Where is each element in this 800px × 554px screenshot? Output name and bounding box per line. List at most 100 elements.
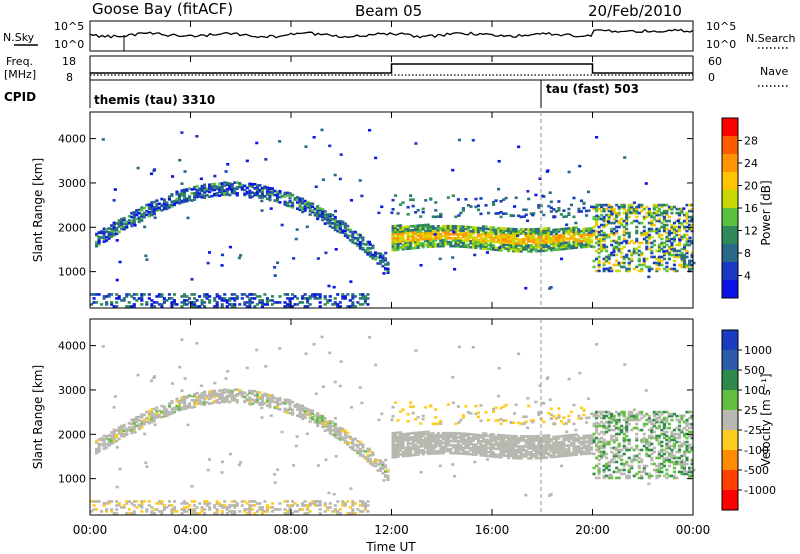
velocity-cell [685, 456, 689, 460]
velocity-cell [675, 460, 679, 464]
power-cell [278, 295, 282, 298]
power-cell [275, 261, 280, 265]
velocity-cell [210, 395, 214, 399]
power-cell [451, 194, 455, 198]
power-cell [416, 246, 420, 249]
power-cell [376, 262, 380, 265]
power-cell [265, 301, 269, 304]
power-cell [562, 245, 566, 249]
power-cell [655, 203, 659, 207]
velocity-cell [637, 452, 641, 456]
velocity-cell [486, 434, 491, 438]
velocity-cell [331, 429, 335, 432]
velocity-cell [258, 401, 262, 405]
power-cell [466, 239, 470, 243]
velocity-cell [534, 448, 538, 452]
velocity-cell [662, 458, 666, 462]
velocity-cell [537, 413, 541, 416]
power-cell [195, 193, 199, 197]
power-cell [469, 233, 473, 237]
power-cell [522, 228, 526, 231]
velocity-cell [479, 449, 483, 453]
velocity-cell [167, 504, 171, 507]
velocity-cell [600, 424, 604, 428]
power-cell [492, 228, 496, 231]
velocity-cell [687, 426, 692, 430]
power-cell [657, 257, 661, 261]
velocity-cell [687, 466, 692, 470]
velocity-cell [391, 435, 395, 439]
velocity-cell [351, 437, 355, 441]
velocity-cell [341, 429, 345, 433]
power-cell [333, 303, 337, 306]
power-cell [258, 299, 262, 302]
velocity-cell [436, 439, 440, 443]
power-cell [650, 241, 654, 245]
velocity-cell [579, 406, 584, 410]
velocity-cell [419, 433, 423, 436]
power-cell [662, 267, 666, 271]
velocity-cell [685, 440, 689, 444]
power-cell [577, 244, 581, 247]
power-cell [167, 293, 171, 296]
velocity-cell [600, 444, 604, 448]
power-cell [160, 203, 164, 207]
power-cell [627, 267, 631, 271]
power-cell [95, 234, 99, 237]
velocity-cell [602, 454, 606, 458]
power-cell [569, 228, 573, 232]
power-cell [582, 231, 586, 235]
power-cell [617, 205, 621, 209]
velocity-cell [394, 453, 398, 457]
power-cell [419, 263, 423, 267]
velocity-cell [180, 406, 184, 410]
velocity-cell [680, 472, 684, 476]
velocity-cell [642, 466, 646, 470]
power-cell [298, 197, 302, 201]
velocity-cell [117, 504, 121, 507]
velocity-cell [203, 500, 207, 503]
power-cell [672, 225, 677, 229]
velocity-cell [660, 440, 664, 444]
power-cell [640, 241, 644, 245]
velocity-cell [602, 444, 606, 448]
velocity-cell [620, 412, 624, 416]
velocity-cell [469, 448, 473, 452]
velocity-cell [539, 448, 543, 452]
power-cell [321, 210, 325, 214]
power-cell [682, 255, 687, 259]
velocity-cell [160, 512, 164, 515]
velocity-cell [429, 442, 433, 445]
velocity-cell [620, 424, 624, 428]
power-cell [220, 264, 224, 267]
velocity-cell [687, 468, 692, 472]
power-cell [133, 224, 137, 227]
velocity-cell [492, 445, 496, 448]
power-cell [557, 228, 561, 231]
velocity-cell [253, 504, 257, 507]
velocity-cell [564, 422, 568, 425]
velocity-cell [170, 401, 174, 404]
velocity-cell [524, 443, 528, 446]
power-cell [160, 197, 164, 201]
velocity-cell [476, 445, 481, 449]
velocity-cell [554, 449, 558, 452]
power-cell [190, 199, 194, 202]
velocity-cell [680, 414, 684, 418]
velocity-cell [484, 411, 488, 414]
power-cell [258, 184, 262, 187]
power-cell [645, 215, 649, 219]
power-cell [218, 295, 222, 298]
power-cell [218, 188, 222, 191]
power-cell [645, 211, 649, 215]
power-cell [444, 228, 448, 232]
velocity-cell [341, 427, 345, 431]
velocity-cell [532, 443, 536, 446]
velocity-cell [228, 452, 232, 456]
power-cell [401, 247, 405, 251]
velocity-cell [409, 438, 413, 441]
velocity-cell [564, 438, 568, 441]
velocity-cell [690, 422, 694, 426]
velocity-cell [562, 448, 566, 452]
power-cell [228, 182, 232, 185]
